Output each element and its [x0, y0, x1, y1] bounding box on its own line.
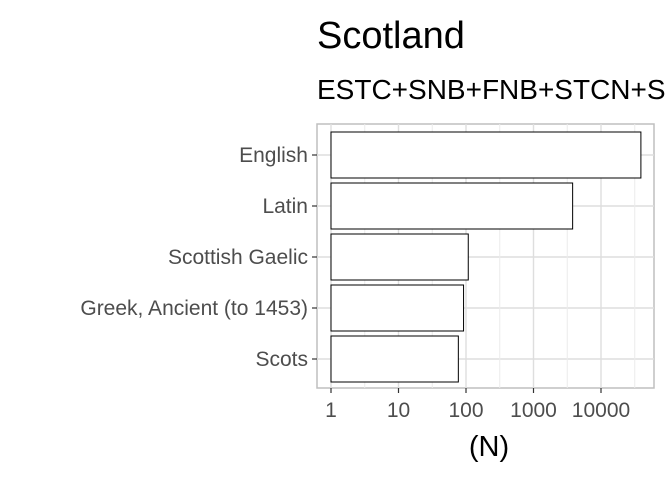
plot-panel	[316, 123, 655, 389]
y-tick-label: Latin	[262, 195, 308, 218]
x-tick-label: 1000	[510, 399, 557, 422]
bar-scottish-gaelic	[330, 233, 469, 281]
x-tick-label: 100	[448, 399, 483, 422]
bar-english	[330, 131, 642, 179]
chart-subtitle: ESTC+SNB+FNB+STCN+S	[317, 74, 666, 105]
x-tick-label: 10000	[572, 399, 630, 422]
y-tick-label: Scottish Gaelic	[168, 246, 308, 269]
chart-title: Scotland	[317, 15, 465, 57]
panel-border	[316, 123, 655, 389]
x-axis-tick-labels: 1 10 100 1000 10000	[325, 388, 630, 422]
y-tick-label: English	[239, 144, 308, 167]
x-tick-label: 10	[387, 399, 410, 422]
y-tick-label: Scots	[255, 348, 308, 371]
y-tick-label: Greek, Ancient (to 1453)	[80, 297, 308, 320]
x-axis-title: (N)	[469, 431, 509, 463]
bar-latin	[330, 182, 574, 230]
x-tick-label: 1	[325, 399, 337, 422]
bars	[330, 131, 642, 383]
bar-scots	[330, 335, 459, 383]
bar-greek-ancient-to-1453	[330, 284, 465, 332]
y-axis-tick-labels: English Latin Scottish Gaelic Greek, Ancien…	[80, 144, 317, 371]
